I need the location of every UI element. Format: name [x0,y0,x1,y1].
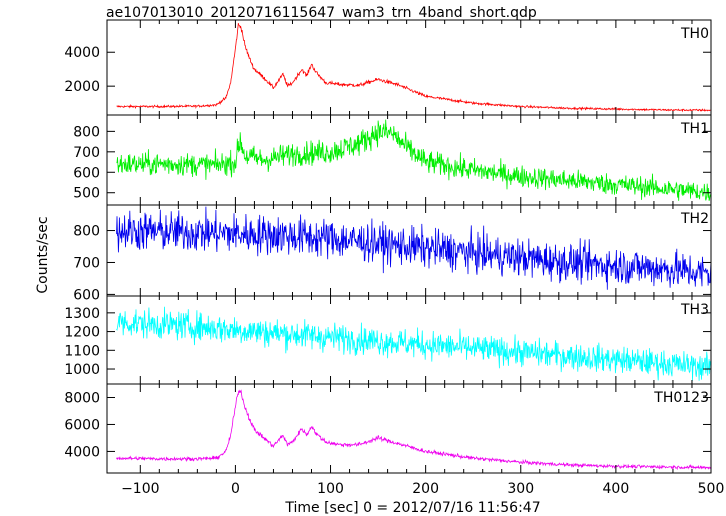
series-line-th3 [116,306,712,381]
panel-frame [106,383,712,474]
y-axis-label: Counts/sec [35,216,51,293]
series-line-th0123 [116,389,712,471]
y-tick-label: 700 [73,145,100,161]
y-tick-label: 6000 [64,417,100,433]
x-axis-label: Time [sec] 0 = 2012/07/16 11:56:47 [284,500,540,516]
y-tick-label: 8000 [64,390,100,406]
y-tick-label: 4000 [64,444,100,460]
y-tick-label: 1100 [64,343,100,359]
panel-label: TH1 [680,121,709,137]
panel-label: TH0 [680,26,709,42]
panel-th0: 2000 4000 TH0 [64,19,712,116]
panel-label: TH2 [680,211,709,227]
y-tick-label: 2000 [64,79,100,95]
x-tick-label: 400 [603,481,630,497]
y-tick-label: 800 [73,224,100,240]
chart-title: ae107013010_20120716115647_wam3_trn_4ban… [106,5,537,21]
x-tick-label: 300 [507,481,534,497]
y-tick-label: 4000 [64,45,100,61]
panel-frame [106,114,712,206]
panel-th3: 1000 1100 1200 1300 TH3 [64,295,712,385]
x-tick-label: 100 [317,481,344,497]
panel-label: TH3 [680,302,709,318]
panel-th1: 500 600 700 800 TH1 [73,114,712,206]
panel-label: TH0123 [653,390,709,406]
series-line-th1 [116,119,712,201]
x-tick-label: 200 [412,481,439,497]
series-line-th0 [116,23,711,113]
y-tick-label: 800 [73,124,100,140]
panel-th0123: 4000 6000 8000 TH0123 [64,383,712,474]
y-tick-label: 1200 [64,325,100,341]
series-line-th2 [116,206,712,290]
x-tick-label: 0 [231,481,240,497]
y-tick-label: 1000 [64,362,100,378]
x-tick-label: −100 [121,481,159,497]
x-tick-label: 500 [698,481,725,497]
panel-th2: 600 700 800 TH2 [73,204,712,303]
y-tick-label: 600 [73,287,100,303]
panel-frame [106,19,712,116]
y-tick-label: 700 [73,255,100,271]
y-tick-label: 500 [73,186,100,202]
y-tick-label: 600 [73,165,100,181]
y-tick-label: 1300 [64,306,100,322]
